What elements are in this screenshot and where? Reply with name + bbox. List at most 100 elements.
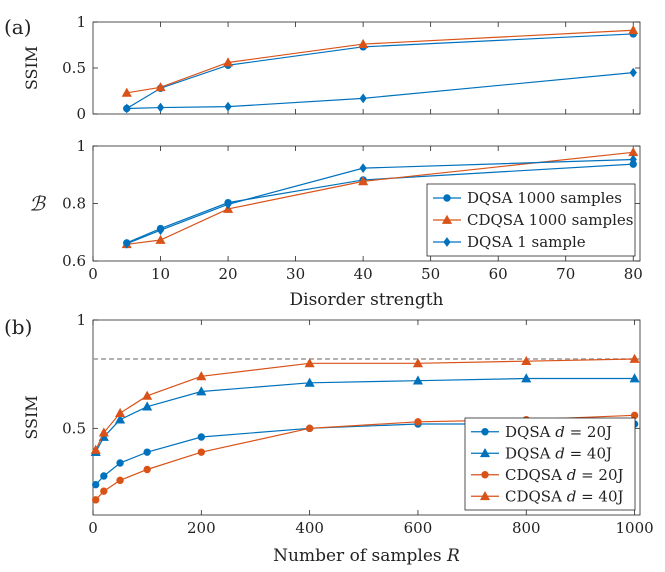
data-point — [628, 25, 639, 35]
data-point — [305, 424, 314, 433]
x-tick-label: 60 — [489, 265, 508, 283]
legend-marker — [443, 237, 451, 247]
x-tick-label: 10 — [151, 265, 170, 283]
x-axis-label: Disorder strength — [290, 290, 444, 310]
data-point — [115, 414, 126, 424]
y-tick-label: 0 — [76, 105, 86, 123]
plot-area — [92, 21, 641, 115]
legend-label: CDQSA d = 40J — [505, 487, 624, 505]
panel-label: (b) — [4, 315, 32, 339]
data-point — [412, 375, 424, 385]
data-point — [414, 418, 422, 426]
data-point — [629, 373, 640, 383]
legend-entry: CDQSA d = 40J — [471, 487, 624, 505]
legend-label: DQSA 1 sample — [467, 233, 586, 251]
data-point — [123, 103, 131, 114]
legend-marker — [443, 194, 451, 202]
data-point — [304, 358, 315, 368]
chart-a_bottom: 0 10 20 30 40 50 60 70 80 0.6 0.8 1 ℬ Disorder streng… — [29, 137, 643, 310]
data-point — [100, 472, 108, 480]
legend-entry: DQSA 1000 samples — [433, 189, 622, 207]
x-tick-label: 0 — [88, 265, 98, 283]
series-1 — [121, 25, 639, 97]
legend: DQSA d = 20J DQSA d = 40J CDQSA d = 20J CDQ… — [464, 417, 636, 511]
legend-entry: DQSA d = 20J — [471, 423, 612, 441]
legend-box — [464, 417, 636, 511]
data-point — [92, 496, 100, 504]
legend-box — [426, 183, 636, 257]
y-tick-label: 0.5 — [62, 59, 86, 77]
data-point — [142, 401, 153, 411]
legend-label: DQSA d = 20J — [505, 423, 612, 441]
data-point — [412, 358, 424, 368]
legend-marker — [479, 448, 491, 458]
data-point — [121, 87, 132, 97]
data-point — [223, 57, 234, 67]
data-point — [521, 373, 532, 383]
x-tick-label: 1000 — [615, 519, 653, 537]
data-point — [224, 101, 232, 112]
chart-a_top: 0 0.5 1 SSIM (a) — [4, 13, 641, 123]
data-point — [358, 176, 369, 186]
data-point — [629, 67, 637, 78]
panel-label: (a) — [4, 15, 32, 39]
x-tick-label: 50 — [421, 265, 440, 283]
legend-entry: CDQSA 1000 samples — [433, 211, 633, 229]
data-point — [359, 93, 367, 104]
data-point — [359, 163, 367, 173]
y-axis-label: SSIM — [22, 46, 41, 90]
x-tick-label: 200 — [187, 519, 216, 537]
legend-label: CDQSA d = 20J — [505, 466, 624, 484]
x-tick-label: 70 — [556, 265, 575, 283]
data-point — [123, 238, 131, 249]
data-point — [98, 427, 109, 437]
x-tick-label: 80 — [624, 265, 643, 283]
data-point — [197, 433, 206, 441]
x-tick-label: 400 — [295, 519, 324, 537]
data-point — [155, 82, 166, 92]
x-tick-label: 30 — [286, 265, 305, 283]
data-point — [156, 225, 165, 236]
data-point — [143, 448, 151, 456]
y-axis-label: ℬ — [29, 192, 46, 216]
legend: DQSA 1000 samples CDQSA 1000 samples DQSA … — [426, 183, 636, 257]
data-point — [197, 448, 206, 456]
data-point — [196, 386, 207, 396]
legend-marker — [481, 428, 489, 436]
y-tick-label: 1 — [76, 13, 86, 31]
data-point — [116, 476, 124, 485]
data-point — [155, 234, 166, 244]
data-point — [142, 390, 153, 400]
legend-entry: DQSA 1 sample — [433, 233, 586, 251]
x-tick-label: 40 — [354, 265, 373, 283]
y-axis-label: SSIM — [22, 395, 41, 439]
data-point — [304, 377, 315, 387]
y-tick-label: 0.8 — [62, 195, 86, 213]
data-point — [224, 199, 232, 210]
data-point — [630, 411, 639, 420]
y-tick-label: 0.5 — [62, 419, 86, 437]
y-tick-label: 1 — [76, 137, 86, 155]
data-point — [629, 154, 637, 165]
x-axis-label: Number of samples R — [273, 546, 460, 566]
x-tick-label: 800 — [512, 519, 541, 537]
y-tick-label: 0.6 — [62, 252, 86, 270]
series-3 — [90, 353, 640, 454]
data-point — [116, 459, 124, 467]
data-point — [100, 487, 108, 495]
data-point — [90, 444, 101, 454]
legend-label: DQSA 1000 samples — [467, 189, 622, 207]
x-tick-label: 0 — [88, 519, 98, 537]
legend-entry: DQSA d = 40J — [471, 444, 612, 462]
series-2 — [123, 154, 637, 249]
legend-label: DQSA d = 40J — [505, 444, 612, 462]
legend-marker — [441, 214, 453, 224]
data-point — [629, 353, 640, 363]
data-point — [521, 355, 532, 366]
legend-label: CDQSA 1000 samples — [467, 211, 633, 229]
data-point — [358, 38, 369, 48]
x-tick-label: 600 — [404, 519, 433, 537]
data-point — [156, 102, 165, 113]
